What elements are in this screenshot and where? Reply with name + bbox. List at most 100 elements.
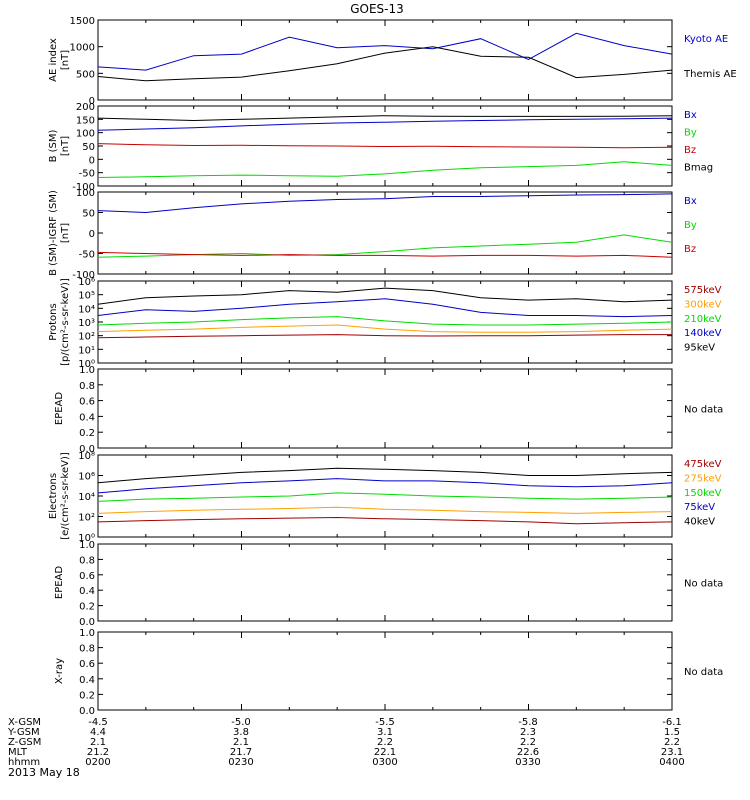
footer-value: -4.5 — [88, 717, 108, 728]
ytick-label: 10⁵ — [78, 291, 95, 302]
series-line-275kev — [97, 506, 673, 514]
panel-frame — [97, 631, 673, 711]
ytick-label: 50 — [82, 209, 95, 220]
ytick-label: 50 — [82, 142, 95, 153]
ytick-label: 100 — [76, 129, 95, 140]
ytick-label: 0 — [89, 155, 95, 166]
y-axis-label: [nT] — [60, 136, 71, 156]
series-line-210kev — [97, 316, 673, 326]
series-line-bx — [97, 193, 673, 214]
legend-entry: 75keV — [684, 502, 715, 513]
footer-value: -5.0 — [231, 717, 251, 728]
footer-value: 21.7 — [230, 747, 252, 758]
panel-frame — [97, 191, 673, 275]
footer-value: 2.1 — [90, 737, 106, 748]
legend-entry: 40keV — [684, 517, 715, 528]
ytick-label: 10² — [78, 332, 95, 343]
series-line-75kev — [97, 478, 673, 494]
ytick-label: -100 — [72, 270, 95, 281]
legend-entry: 150keV — [684, 488, 722, 499]
legend-entry: 140keV — [684, 328, 722, 339]
footer-row-label: hhmm — [8, 757, 40, 768]
series-line-95kev — [97, 287, 673, 305]
no-data-label: No data — [684, 667, 723, 678]
ytick-label: 0.4 — [79, 675, 95, 686]
footer-value: 22.6 — [517, 747, 539, 758]
ytick-label: 0.6 — [79, 397, 95, 408]
ytick-label: 10¹ — [78, 345, 95, 356]
footer-row-label: X-GSM — [8, 717, 41, 728]
footer-value: 1.5 — [664, 727, 680, 738]
panel-frame — [97, 543, 673, 622]
y-axis-label: [nT] — [60, 223, 71, 243]
footer-value: 0230 — [228, 757, 253, 768]
footer: X-GSM -4.5 -5.0 -5.5 -5.8 -6.1Y-GSM 4.4 3.8 3.1 2… — [7, 717, 685, 768]
ytick-label: 1.0 — [79, 628, 95, 639]
footer-value: -5.8 — [518, 717, 538, 728]
footer-value: 3.1 — [377, 727, 393, 738]
panel-frame — [97, 454, 673, 538]
legend-entry: 95keV — [684, 343, 715, 354]
ytick-label: 10⁶ — [78, 277, 95, 288]
footer-value: 22.1 — [374, 747, 396, 758]
ytick-label: 10⁴ — [78, 304, 95, 315]
footer-value: 2.2 — [377, 737, 393, 748]
ytick-label: 0.8 — [79, 644, 95, 655]
no-data-label: No data — [684, 405, 723, 416]
no-data-label: No data — [684, 579, 723, 590]
series-line-bmag — [97, 115, 673, 122]
ytick-label: -100 — [72, 182, 95, 193]
legend-entry: Bz — [684, 244, 696, 255]
footer-value: -5.5 — [375, 717, 395, 728]
series-line-by — [97, 234, 673, 258]
ytick-label: 0.6 — [79, 571, 95, 582]
ytick-label: 0.8 — [79, 555, 95, 566]
footer-value: 23.1 — [661, 747, 683, 758]
ytick-label: -50 — [79, 169, 95, 180]
footer-value: 2.1 — [233, 737, 249, 748]
ytick-label: 0.8 — [79, 381, 95, 392]
ytick-label: 200 — [76, 102, 95, 113]
ytick-label: 1.0 — [79, 540, 95, 551]
footer-date: 2013 May 18 — [8, 766, 80, 779]
legend-entry: 575keV — [684, 285, 722, 296]
series-line-bz — [97, 251, 673, 258]
legend-entry: 210keV — [684, 314, 722, 325]
footer-value: 2.2 — [664, 737, 680, 748]
ytick-label: 0.4 — [79, 412, 95, 423]
ytick-label: 0 — [89, 229, 95, 240]
panel-4: 0.0 0.2 0.4 0.6 0.8 1.0 EPEAD No data — [54, 365, 723, 455]
series-line-300kev — [97, 324, 673, 333]
footer-row-label: Z-GSM — [8, 737, 41, 748]
ytick-label: 0.2 — [79, 690, 95, 701]
legend-entry: Kyoto AE — [684, 34, 728, 45]
legend-entry: 475keV — [684, 459, 722, 470]
ytick-label: 100 — [76, 188, 95, 199]
footer-value: 2.2 — [520, 737, 536, 748]
legend-entry: 275keV — [684, 473, 722, 484]
y-axis-label: B (SM) — [48, 129, 59, 162]
series-line-by — [97, 161, 673, 178]
footer-value: 4.4 — [90, 727, 106, 738]
series-line-140kev — [97, 298, 673, 318]
y-axis-label: B (SM)-IGRF (SM) — [48, 190, 59, 276]
series-line-150kev — [97, 492, 673, 502]
series-line-575kev — [97, 334, 672, 339]
panel-3: 10⁰ 10¹ 10² 10³ 10⁴ 10⁵ 10⁶ Protons [p/(cm²-s-sr… — [48, 277, 722, 370]
y-axis-label: [p/(cm²-s-sr-keV)] — [60, 278, 71, 366]
y-axis-label: [nT] — [60, 50, 71, 70]
series-line-bz — [97, 143, 673, 149]
series-line-475kev — [97, 516, 673, 525]
y-axis-label: Protons — [48, 303, 59, 340]
panel-5: 10⁰ 10² 10⁴ 10⁶ 10⁸ Electrons [e/(cm²-s-sr-keV… — [48, 451, 722, 544]
legend-entry: Themis AE — [683, 69, 737, 80]
ytick-label: 500 — [76, 69, 95, 80]
series-line-kyoto-ae — [97, 32, 673, 71]
legend-entry: Bz — [684, 145, 696, 156]
legend-entry: Bx — [684, 196, 697, 207]
ytick-label: 1500 — [70, 16, 95, 27]
legend-entry: Bmag — [684, 163, 713, 174]
ytick-label: 0.2 — [79, 428, 95, 439]
